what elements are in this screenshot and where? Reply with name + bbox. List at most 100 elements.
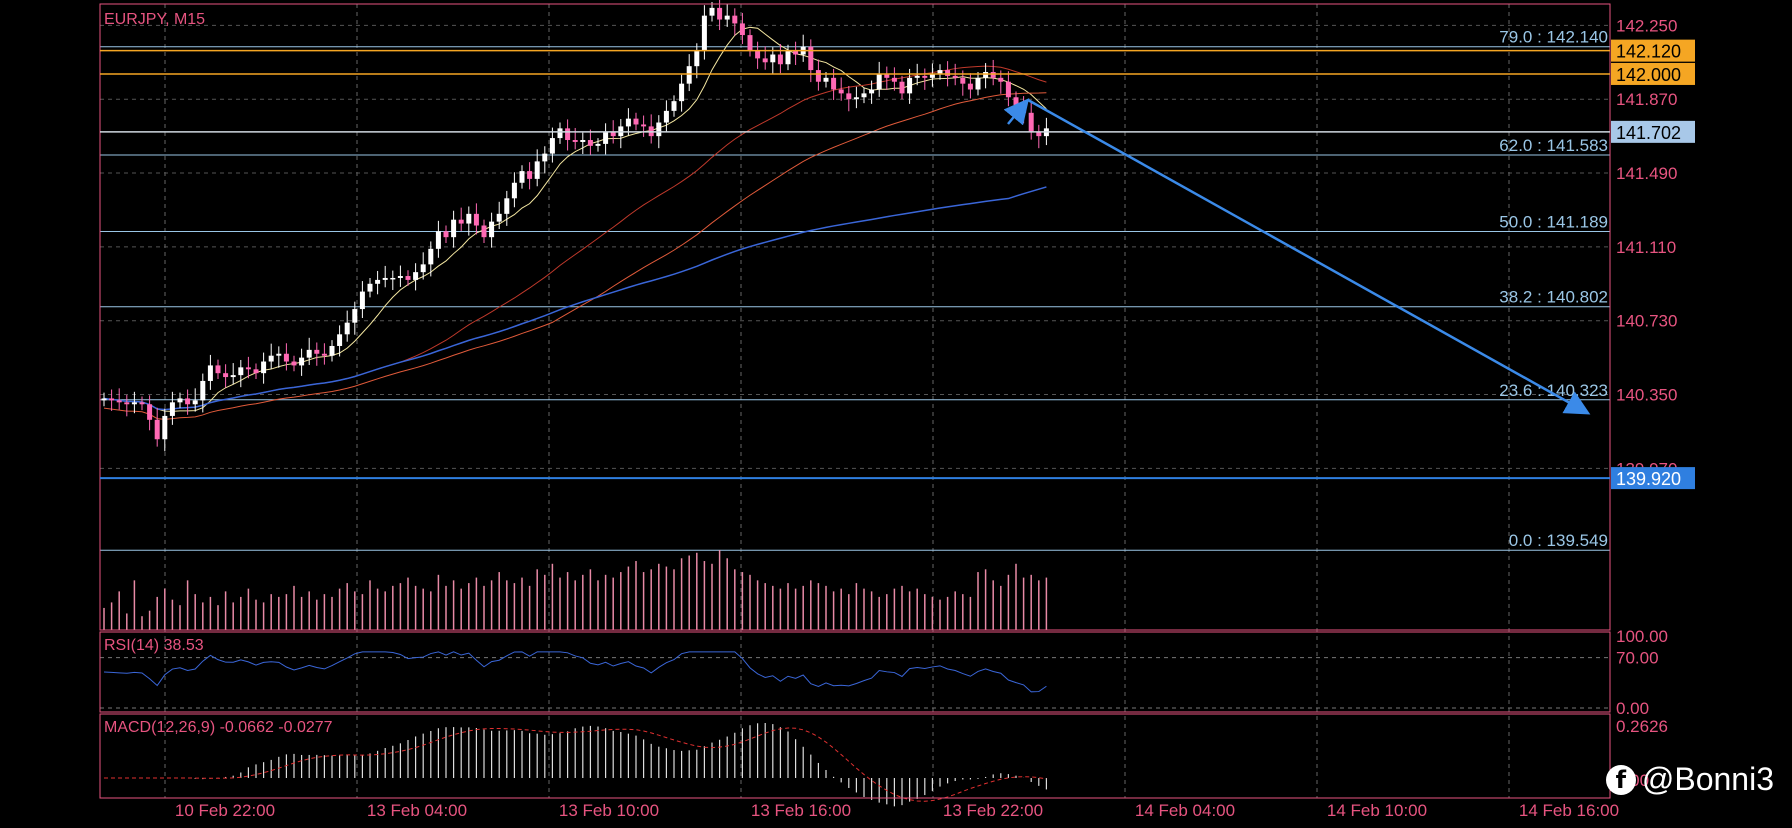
candle-body [853, 97, 859, 100]
candle-body [717, 7, 723, 20]
x-tick-label: 13 Feb 22:00 [943, 801, 1043, 820]
candle-body [177, 398, 183, 403]
candle-body [572, 140, 578, 142]
candle-body [466, 213, 472, 224]
candle-body [876, 73, 882, 90]
candle-body [238, 367, 244, 376]
axes: 10 Feb 22:00 13 Feb 04:00 13 Feb 10:00 13 F… [99, 3, 1677, 820]
candle-body [299, 357, 305, 366]
candle-body [527, 171, 533, 179]
candle-body [124, 402, 130, 405]
candle-body [420, 264, 426, 273]
ma-fast-line [103, 26, 1047, 412]
candle-body [747, 35, 753, 51]
y-tick-label: 141.870 [1616, 90, 1677, 109]
candle-body [451, 219, 457, 238]
price-tag-box [1611, 62, 1695, 85]
candle-body [283, 353, 289, 362]
y-tick-label: 141.110 [1616, 238, 1676, 257]
candle-body [375, 279, 381, 284]
x-tick-label: 10 Feb 22:00 [175, 801, 275, 820]
candle-body [603, 132, 609, 144]
candle-body [139, 402, 145, 405]
trend-arrow-up [1003, 98, 1030, 126]
rsi-panel: RSI(14) 38.53 100.00 70.00 0.00 [100, 627, 1668, 718]
candle-body [701, 15, 707, 51]
volume-bars [103, 550, 1048, 630]
candle-body [709, 7, 715, 16]
candle-body [352, 309, 358, 323]
candle-body [413, 272, 419, 280]
candle-body [838, 89, 844, 94]
candle-body [907, 77, 913, 94]
candle-body [785, 50, 791, 65]
rsi-label: RSI(14) 38.53 [104, 637, 204, 654]
price-tag-text: 141.702 [1616, 123, 1681, 143]
candle-body [207, 365, 213, 381]
candle-body [831, 77, 837, 90]
candle-body [762, 58, 768, 63]
macd-tick-label: 0.2626 [1616, 717, 1668, 736]
candle-body [329, 345, 335, 356]
main-panel-frame [99, 3, 1611, 631]
candle-body [869, 89, 875, 94]
candle-body [960, 77, 966, 84]
candle-body [846, 93, 852, 100]
candle-body [261, 361, 267, 374]
fib-level-label: 50.0 : 141.189 [1499, 213, 1608, 232]
candle-body [344, 322, 350, 335]
candle-body [770, 54, 776, 63]
moving-averages [103, 26, 1047, 420]
candle-body [686, 66, 692, 84]
candle-body [967, 83, 973, 90]
candle-body [595, 143, 601, 146]
macd-panel-frame [99, 713, 1611, 799]
fib-level-label: 38.2 : 140.802 [1499, 288, 1608, 307]
candle-body [131, 402, 137, 405]
candle-body [230, 375, 236, 378]
annotations: 142.120 142.000 141.702 139.920 [100, 39, 1695, 490]
candle-body [671, 101, 677, 111]
candle-body [367, 283, 373, 292]
candle-body [428, 248, 434, 265]
price-tag-box [1611, 120, 1695, 143]
candle-body [861, 93, 867, 98]
macd-signal-line [104, 727, 1047, 802]
x-tick-label: 13 Feb 04:00 [367, 801, 467, 820]
x-tick-label: 14 Feb 04:00 [1135, 801, 1235, 820]
candle-body [397, 276, 403, 278]
candle-body [473, 213, 479, 226]
candle-body [914, 75, 920, 78]
candle-body [268, 355, 274, 362]
price-tag-text: 142.120 [1616, 42, 1681, 62]
candle-body [663, 110, 669, 123]
candle-body [732, 15, 738, 24]
y-tick-label: 140.350 [1616, 386, 1677, 405]
candle-body [945, 70, 951, 76]
candle-body [656, 122, 662, 137]
candle-body [625, 118, 631, 127]
ma-mid-line [103, 65, 1047, 411]
candle-body [511, 182, 517, 199]
candle-body [504, 198, 510, 214]
candle-body [337, 334, 343, 346]
grid [100, 4, 1610, 798]
fib-level-label: 23.6 : 140.323 [1499, 381, 1608, 400]
candle-body [557, 128, 563, 139]
macd-label: MACD(12,26,9) -0.0662 -0.0277 [104, 719, 333, 736]
x-tick-label: 13 Feb 16:00 [751, 801, 851, 820]
candles [101, 0, 1049, 452]
candle-body [937, 70, 943, 74]
candle-body [610, 132, 616, 137]
y-tick-label: 140.730 [1616, 312, 1677, 331]
candle-body [443, 231, 449, 238]
price-tag-box [1611, 39, 1695, 62]
candle-body [1005, 81, 1011, 98]
candle-body [291, 361, 297, 366]
candle-body [580, 140, 586, 142]
candle-body [793, 50, 799, 55]
candle-body [549, 138, 555, 154]
candle-body [382, 277, 388, 280]
rsi-panel-frame [99, 631, 1611, 713]
